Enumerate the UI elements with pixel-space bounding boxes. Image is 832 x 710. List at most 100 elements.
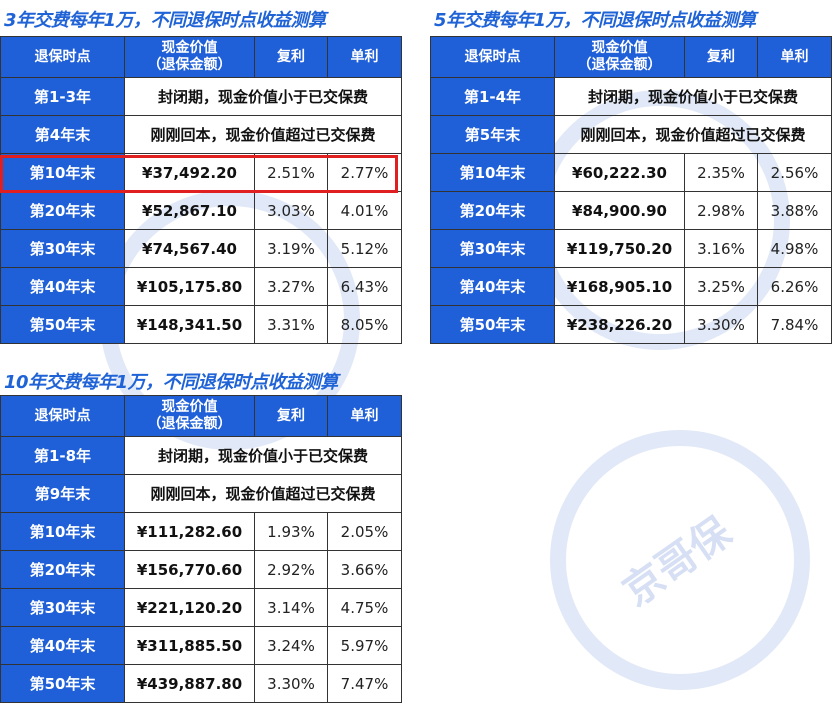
table-row: 第30年末 ¥74,567.40 3.19% 5.12% (0, 229, 402, 268)
cash-value: ¥74,567.40 (124, 229, 255, 268)
watermark-ring (550, 430, 810, 690)
table-title: 10年交费每年1万，不同退保时点收益测算 (4, 372, 338, 393)
table-row: 第20年末 ¥156,770.60 2.92% 3.66% (0, 550, 402, 589)
cash-value: ¥238,226.20 (554, 305, 685, 344)
simple-rate: 4.01% (327, 191, 402, 230)
row-label: 第10年末 (430, 153, 555, 192)
simple-rate: 7.47% (327, 664, 402, 703)
header-compound: 复利 (254, 36, 328, 78)
cash-value: ¥439,887.80 (124, 664, 255, 703)
row-note: 刚刚回本，现金价值超过已交保费 (124, 115, 402, 154)
header-simple: 单利 (327, 395, 402, 437)
compound-rate: 1.93% (254, 512, 328, 551)
header-cash-value-line1: 现金价值 (161, 399, 218, 415)
compound-rate: 2.98% (684, 191, 758, 230)
table-row: 第50年末 ¥238,226.20 3.30% 7.84% (430, 305, 832, 344)
row-label: 第10年末 (0, 153, 125, 192)
cash-value: ¥156,770.60 (124, 550, 255, 589)
row-label: 第20年末 (0, 550, 125, 589)
row-label: 第40年末 (430, 267, 555, 306)
surrender-table: 退保时点 现金价值 （退保金额） 复利 单利 第1-4年 封闭期，现金价值小于已交保费 第5年… (430, 36, 832, 344)
closed-row: 第1-3年 封闭期，现金价值小于已交保费 (0, 77, 402, 116)
compound-rate: 3.19% (254, 229, 328, 268)
compound-rate: 3.31% (254, 305, 328, 344)
cash-value: ¥221,120.20 (124, 588, 255, 627)
table-row: 第40年末 ¥105,175.80 3.27% 6.43% (0, 267, 402, 306)
breakeven-row: 第9年末 刚刚回本，现金价值超过已交保费 (0, 474, 402, 513)
table-row: 第50年末 ¥148,341.50 3.31% 8.05% (0, 305, 402, 344)
compound-rate: 3.24% (254, 626, 328, 665)
breakeven-row: 第4年末 刚刚回本，现金价值超过已交保费 (0, 115, 402, 154)
compound-rate: 2.35% (684, 153, 758, 192)
header-compound: 复利 (254, 395, 328, 437)
row-label: 第30年末 (0, 588, 125, 627)
table-row: 第10年末 ¥37,492.20 2.51% 2.77% (0, 153, 402, 192)
cash-value: ¥60,222.30 (554, 153, 685, 192)
header-simple: 单利 (327, 36, 402, 78)
row-label: 第50年末 (430, 305, 555, 344)
header-cash-value: 现金价值 （退保金额） (554, 36, 685, 78)
cash-value: ¥168,905.10 (554, 267, 685, 306)
table-row: 第20年末 ¥52,867.10 3.03% 4.01% (0, 191, 402, 230)
cash-value: ¥148,341.50 (124, 305, 255, 344)
header-cash-value-line2: （退保金额） (147, 416, 232, 432)
row-label: 第1-8年 (0, 436, 125, 475)
simple-rate: 2.56% (757, 153, 832, 192)
header-cash-value: 现金价值 （退保金额） (124, 36, 255, 78)
row-label: 第1-4年 (430, 77, 555, 116)
simple-rate: 8.05% (327, 305, 402, 344)
compound-rate: 3.25% (684, 267, 758, 306)
cash-value: ¥37,492.20 (124, 153, 255, 192)
closed-row: 第1-8年 封闭期，现金价值小于已交保费 (0, 436, 402, 475)
table-row: 第40年末 ¥168,905.10 3.25% 6.26% (430, 267, 832, 306)
cash-value: ¥52,867.10 (124, 191, 255, 230)
header-compound: 复利 (684, 36, 758, 78)
row-label: 第4年末 (0, 115, 125, 154)
cash-value: ¥84,900.90 (554, 191, 685, 230)
table-title: 5年交费每年1万，不同退保时点收益测算 (434, 10, 756, 31)
table-title: 3年交费每年1万，不同退保时点收益测算 (4, 10, 326, 31)
compound-rate: 3.27% (254, 267, 328, 306)
cash-value: ¥311,885.50 (124, 626, 255, 665)
header-cash-value-line1: 现金价值 (161, 40, 218, 56)
simple-rate: 5.97% (327, 626, 402, 665)
row-label: 第9年末 (0, 474, 125, 513)
compound-rate: 2.51% (254, 153, 328, 192)
cash-value: ¥111,282.60 (124, 512, 255, 551)
simple-rate: 5.12% (327, 229, 402, 268)
table-row: 第20年末 ¥84,900.90 2.98% 3.88% (430, 191, 832, 230)
row-note: 封闭期，现金价值小于已交保费 (554, 77, 832, 116)
header-cash-value-line2: （退保金额） (577, 57, 662, 73)
simple-rate: 2.77% (327, 153, 402, 192)
header-row: 退保时点 现金价值 （退保金额） 复利 单利 (0, 36, 402, 78)
header-time: 退保时点 (0, 36, 125, 78)
row-note: 刚刚回本，现金价值超过已交保费 (554, 115, 832, 154)
closed-row: 第1-4年 封闭期，现金价值小于已交保费 (430, 77, 832, 116)
row-label: 第20年末 (430, 191, 555, 230)
row-note: 封闭期，现金价值小于已交保费 (124, 77, 402, 116)
compound-rate: 3.16% (684, 229, 758, 268)
row-label: 第5年末 (430, 115, 555, 154)
table-row: 第10年末 ¥111,282.60 1.93% 2.05% (0, 512, 402, 551)
table-row: 第30年末 ¥119,750.20 3.16% 4.98% (430, 229, 832, 268)
row-label: 第40年末 (0, 626, 125, 665)
cash-value: ¥105,175.80 (124, 267, 255, 306)
simple-rate: 3.88% (757, 191, 832, 230)
compound-rate: 2.92% (254, 550, 328, 589)
simple-rate: 3.66% (327, 550, 402, 589)
simple-rate: 2.05% (327, 512, 402, 551)
table-row: 第10年末 ¥60,222.30 2.35% 2.56% (430, 153, 832, 192)
surrender-table: 退保时点 现金价值 （退保金额） 复利 单利 第1-8年 封闭期，现金价值小于已交保费 第9年… (0, 395, 402, 703)
compound-rate: 3.30% (254, 664, 328, 703)
header-time: 退保时点 (430, 36, 555, 78)
row-note: 封闭期，现金价值小于已交保费 (124, 436, 402, 475)
breakeven-row: 第5年末 刚刚回本，现金价值超过已交保费 (430, 115, 832, 154)
simple-rate: 4.98% (757, 229, 832, 268)
simple-rate: 6.26% (757, 267, 832, 306)
compound-rate: 3.03% (254, 191, 328, 230)
compound-rate: 3.14% (254, 588, 328, 627)
header-row: 退保时点 现金价值 （退保金额） 复利 单利 (0, 395, 402, 437)
header-cash-value: 现金价值 （退保金额） (124, 395, 255, 437)
header-row: 退保时点 现金价值 （退保金额） 复利 单利 (430, 36, 832, 78)
watermark-logo: 京哥保 (614, 509, 740, 616)
